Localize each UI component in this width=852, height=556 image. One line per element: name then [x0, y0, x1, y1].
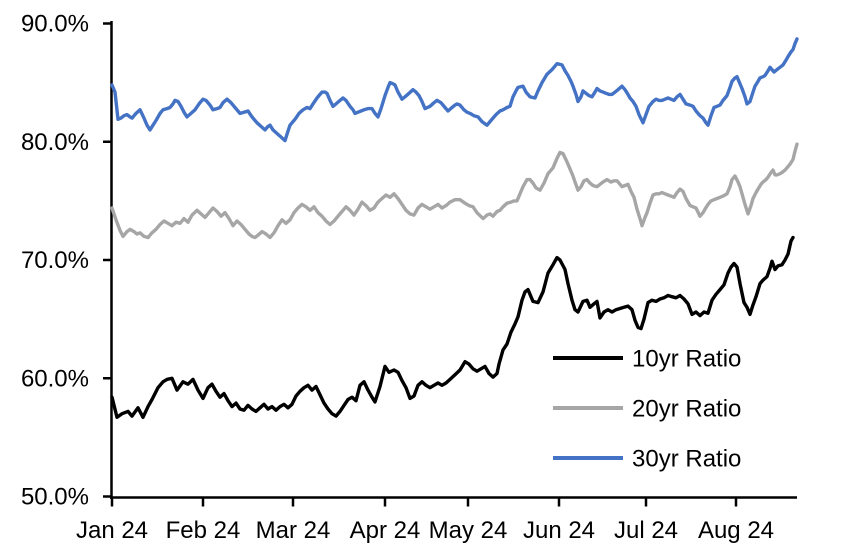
- x-tick-label: Aug 24: [698, 517, 774, 544]
- y-tick-label: 60.0%: [21, 365, 89, 392]
- series-10yr-ratio-line: [110, 235, 795, 419]
- x-tick-label: Mar 24: [256, 517, 331, 544]
- x-tick-label: Apr 24: [350, 517, 421, 544]
- y-tick-label: 80.0%: [21, 129, 89, 156]
- legend-label-10yr-ratio: 10yr Ratio: [632, 346, 741, 373]
- series-20yr-ratio-line: [110, 142, 799, 240]
- legend-label-30yr-ratio: 30yr Ratio: [632, 446, 741, 473]
- series-30yr-ratio-line: [110, 37, 799, 143]
- x-tick-label: Jun 24: [523, 517, 595, 544]
- legend-label-20yr-ratio: 20yr Ratio: [632, 396, 741, 423]
- x-tick-label: Jul 24: [614, 517, 678, 544]
- y-tick-label: 50.0%: [21, 484, 89, 511]
- x-tick-label: May 24: [429, 517, 508, 544]
- x-tick-label: Jan 24: [76, 517, 148, 544]
- y-tick-label: 90.0%: [21, 11, 89, 38]
- y-tick-label: 70.0%: [21, 247, 89, 274]
- x-tick-label: Feb 24: [166, 517, 241, 544]
